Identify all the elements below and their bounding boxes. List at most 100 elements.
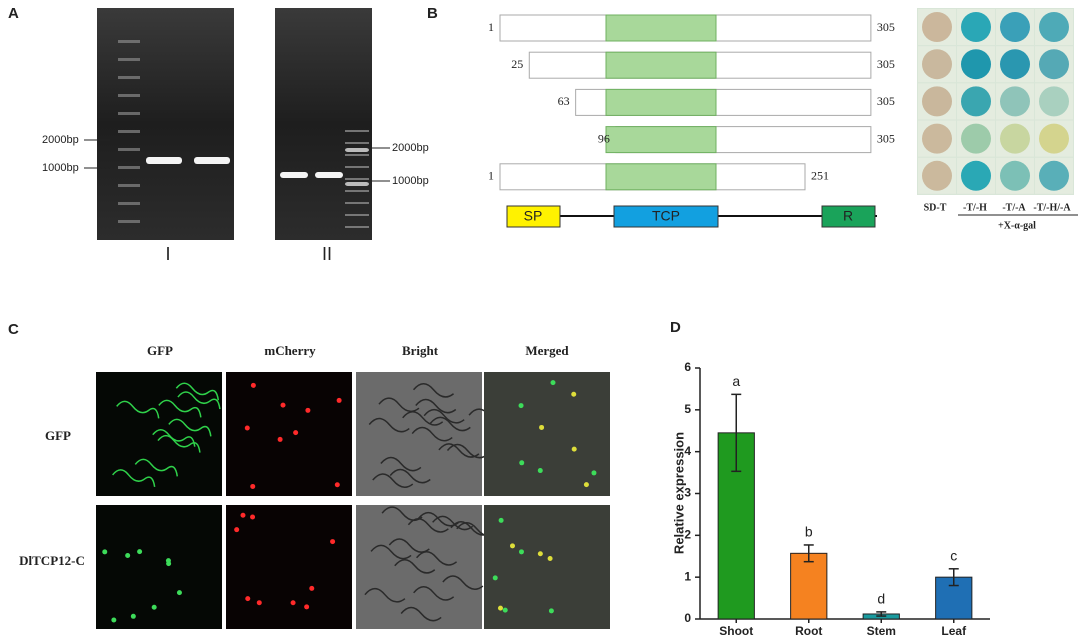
yeast-spot bbox=[1000, 123, 1030, 154]
cell-outline bbox=[116, 400, 160, 419]
cell-outline bbox=[380, 456, 422, 472]
gel-band bbox=[118, 184, 140, 187]
yeast-spot bbox=[1000, 12, 1030, 42]
nucleus bbox=[334, 482, 340, 488]
micrograph bbox=[96, 372, 222, 496]
nucleus bbox=[591, 470, 597, 476]
tcp-region bbox=[605, 51, 717, 79]
gel-band bbox=[118, 112, 140, 115]
cell-outline bbox=[394, 558, 436, 574]
gel-band bbox=[315, 172, 343, 178]
cell-outline bbox=[112, 469, 156, 488]
nucleus bbox=[518, 549, 524, 555]
tcp-region bbox=[605, 126, 717, 154]
yeast-spot bbox=[922, 123, 952, 154]
nucleus bbox=[498, 517, 504, 523]
micrograph bbox=[356, 505, 482, 629]
gel-band bbox=[118, 148, 140, 151]
start-label: 96 bbox=[598, 131, 610, 145]
nucleus bbox=[539, 424, 545, 430]
error-bar bbox=[803, 544, 814, 563]
nucleus bbox=[234, 527, 240, 533]
gel-band bbox=[345, 142, 369, 144]
x-tick-label: Leaf bbox=[941, 624, 967, 638]
nucleus bbox=[518, 403, 524, 409]
yeast-spot bbox=[1039, 86, 1069, 117]
cell-outline bbox=[389, 468, 431, 484]
gel-band bbox=[280, 172, 308, 178]
domain-box bbox=[613, 205, 719, 228]
domain-label: TCP bbox=[652, 208, 680, 224]
nucleus bbox=[583, 482, 589, 488]
domain-label: R bbox=[843, 208, 853, 224]
tcp-region bbox=[605, 88, 717, 116]
cell-outline bbox=[432, 515, 474, 531]
nucleus bbox=[176, 590, 182, 596]
column-label: Merged bbox=[525, 343, 569, 358]
y-tick-label: 5 bbox=[684, 402, 691, 416]
nucleus bbox=[240, 512, 246, 518]
panel-label: C bbox=[8, 321, 19, 338]
nucleus bbox=[137, 549, 143, 555]
gel-band bbox=[345, 154, 369, 156]
cell-outline bbox=[177, 391, 221, 410]
gel-band bbox=[345, 182, 369, 186]
end-label: 305 bbox=[877, 94, 895, 108]
marker-label: 1000bp bbox=[42, 162, 79, 174]
yeast-spot bbox=[922, 12, 952, 42]
micrograph bbox=[226, 505, 352, 629]
nucleus bbox=[280, 402, 286, 408]
cell-outline bbox=[168, 418, 212, 437]
yeast-spot bbox=[1000, 86, 1030, 117]
end-label: 305 bbox=[877, 20, 895, 34]
yeast-spot bbox=[922, 49, 952, 80]
gel-band bbox=[118, 58, 140, 61]
cell-outline bbox=[413, 586, 455, 601]
nucleus bbox=[497, 605, 503, 611]
x-tick-label: Root bbox=[795, 624, 822, 638]
nucleus bbox=[336, 397, 342, 403]
column-label: GFP bbox=[147, 343, 173, 358]
y-tick-label: 1 bbox=[684, 569, 691, 583]
microscopy-images bbox=[96, 372, 610, 629]
row-label: GFP bbox=[45, 428, 71, 443]
lane-label: II bbox=[322, 244, 332, 264]
yeast-spot bbox=[1039, 49, 1069, 80]
gel-band bbox=[118, 94, 140, 97]
cell-outline bbox=[175, 382, 220, 401]
cell-outline bbox=[381, 506, 423, 522]
nucleus bbox=[304, 604, 310, 610]
gel-band bbox=[146, 157, 182, 164]
start-label: 25 bbox=[511, 57, 523, 71]
cell-outline bbox=[400, 606, 442, 622]
nucleus bbox=[151, 604, 157, 610]
cell-outline bbox=[416, 551, 458, 566]
significance-letter: b bbox=[805, 524, 813, 540]
gel-band bbox=[345, 166, 369, 168]
significance-letter: d bbox=[877, 591, 885, 607]
micrograph bbox=[484, 372, 610, 496]
gel-band bbox=[345, 148, 369, 152]
end-label: 305 bbox=[877, 131, 895, 145]
gel-image bbox=[97, 8, 234, 240]
y-tick-label: 0 bbox=[684, 611, 691, 625]
nucleus bbox=[509, 543, 515, 549]
yeast-spot bbox=[961, 86, 991, 117]
gel-band bbox=[345, 190, 369, 192]
marker-label: 2000bp bbox=[42, 134, 79, 146]
yeast-spot bbox=[1039, 160, 1069, 191]
tcp-region bbox=[605, 14, 717, 42]
gel-band bbox=[118, 202, 140, 205]
nucleus bbox=[166, 561, 172, 567]
y-axis-label: Relative expression bbox=[671, 432, 686, 554]
yeast-spot bbox=[1039, 12, 1069, 42]
y-tick-label: 3 bbox=[684, 486, 691, 500]
gel-band bbox=[345, 202, 369, 204]
nucleus bbox=[519, 460, 525, 466]
nucleus bbox=[309, 585, 315, 591]
gel-band bbox=[194, 157, 230, 164]
cell-outline bbox=[368, 417, 410, 433]
yeast-spot bbox=[922, 86, 952, 117]
column-label: Bright bbox=[402, 343, 439, 358]
nucleus bbox=[250, 483, 256, 489]
